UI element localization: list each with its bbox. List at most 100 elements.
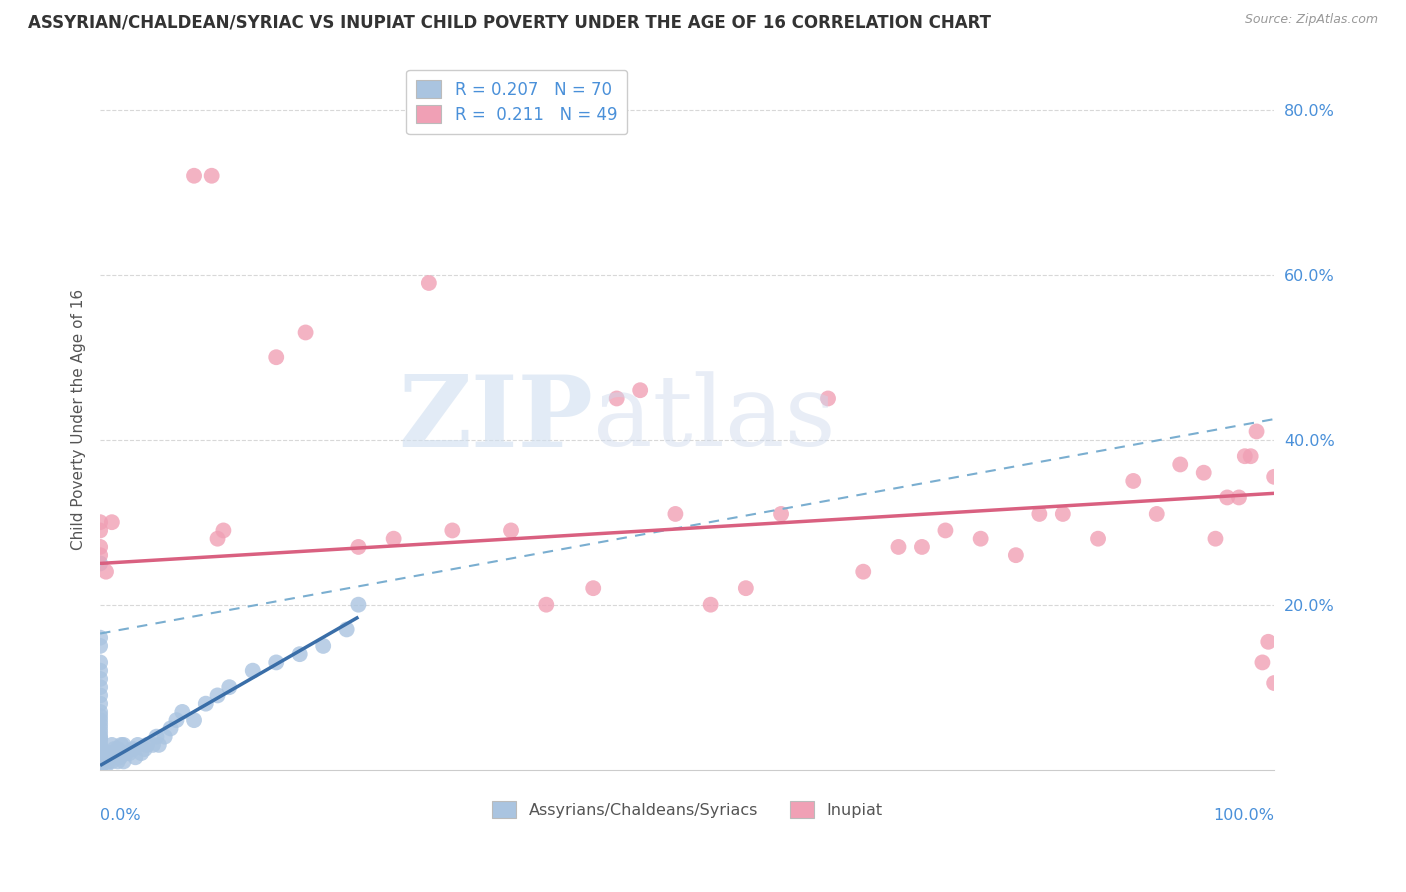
Point (1028, 507, 1050, 521)
Point (89, 656, 111, 670)
Point (969, 532, 991, 546)
Point (207, 689, 229, 703)
Point (89, 742, 111, 756)
Point (194, 697, 217, 711)
Point (89, 540, 111, 554)
Point (89, 758, 111, 772)
Text: 100.0%: 100.0% (1213, 808, 1274, 823)
Point (172, 705, 194, 719)
Point (1052, 507, 1074, 521)
Point (294, 326, 316, 340)
Point (145, 730, 167, 744)
Legend: Assyrians/Chaldeans/Syriacs, Inupiat: Assyrians/Chaldeans/Syriacs, Inupiat (485, 795, 889, 825)
Point (887, 540, 910, 554)
Point (89, 548, 111, 562)
Point (89, 756, 111, 770)
Point (101, 515, 124, 529)
Point (264, 350, 287, 364)
Point (852, 565, 875, 579)
Point (89, 689, 111, 703)
Point (664, 507, 686, 521)
Point (89, 709, 111, 723)
Point (1240, 449, 1263, 463)
Point (911, 540, 934, 554)
Point (89, 730, 111, 744)
Point (118, 746, 141, 760)
Point (89, 697, 111, 711)
Point (1005, 548, 1028, 562)
Point (1122, 474, 1144, 488)
Point (94, 750, 117, 764)
Point (264, 656, 287, 670)
Point (112, 738, 135, 752)
Point (108, 750, 131, 764)
Point (347, 540, 370, 554)
Y-axis label: Child Poverty Under the Age of 16: Child Poverty Under the Age of 16 (72, 288, 86, 549)
Point (89, 672, 111, 686)
Point (101, 738, 124, 752)
Point (183, 169, 205, 183)
Point (499, 524, 522, 538)
Point (1146, 507, 1168, 521)
Point (110, 738, 132, 752)
Text: Source: ZipAtlas.com: Source: ZipAtlas.com (1244, 13, 1378, 27)
Point (734, 581, 756, 595)
Point (122, 742, 145, 756)
Point (1168, 458, 1191, 472)
Point (441, 524, 464, 538)
Point (1246, 425, 1268, 439)
Point (94, 565, 117, 579)
Point (89, 755, 111, 769)
Point (1087, 532, 1109, 546)
Text: atlas: atlas (593, 371, 837, 467)
Point (89, 731, 111, 746)
Point (89, 739, 111, 754)
Point (159, 722, 181, 736)
Point (129, 746, 152, 760)
Point (103, 742, 125, 756)
Text: 0.0%: 0.0% (100, 808, 141, 823)
Point (89, 750, 111, 764)
Point (1263, 470, 1285, 484)
Point (1192, 466, 1215, 480)
Point (628, 383, 651, 397)
Point (770, 507, 793, 521)
Point (89, 713, 111, 727)
Point (212, 524, 235, 538)
Point (89, 747, 111, 762)
Point (107, 742, 129, 756)
Point (89, 717, 111, 731)
Point (242, 664, 264, 678)
Point (148, 738, 170, 752)
Point (201, 169, 224, 183)
Point (218, 680, 240, 694)
Point (127, 738, 149, 752)
Point (89, 733, 111, 747)
Point (97, 746, 120, 760)
Point (89, 705, 111, 719)
Point (94, 758, 117, 772)
Point (165, 713, 187, 727)
Point (89, 746, 111, 760)
Point (347, 598, 370, 612)
Point (89, 515, 111, 529)
Point (89, 738, 111, 752)
Point (97, 755, 120, 769)
Point (89, 725, 111, 739)
Point (101, 755, 124, 769)
Point (1227, 491, 1250, 505)
Text: ZIP: ZIP (398, 370, 593, 467)
Point (89, 680, 111, 694)
Point (699, 598, 721, 612)
Point (288, 647, 311, 661)
Point (89, 639, 111, 653)
Point (536, 598, 558, 612)
Point (142, 738, 165, 752)
Point (1204, 532, 1226, 546)
Point (89, 722, 111, 736)
Point (112, 755, 135, 769)
Point (1251, 656, 1274, 670)
Point (89, 753, 111, 767)
Point (103, 750, 125, 764)
Point (336, 623, 359, 637)
